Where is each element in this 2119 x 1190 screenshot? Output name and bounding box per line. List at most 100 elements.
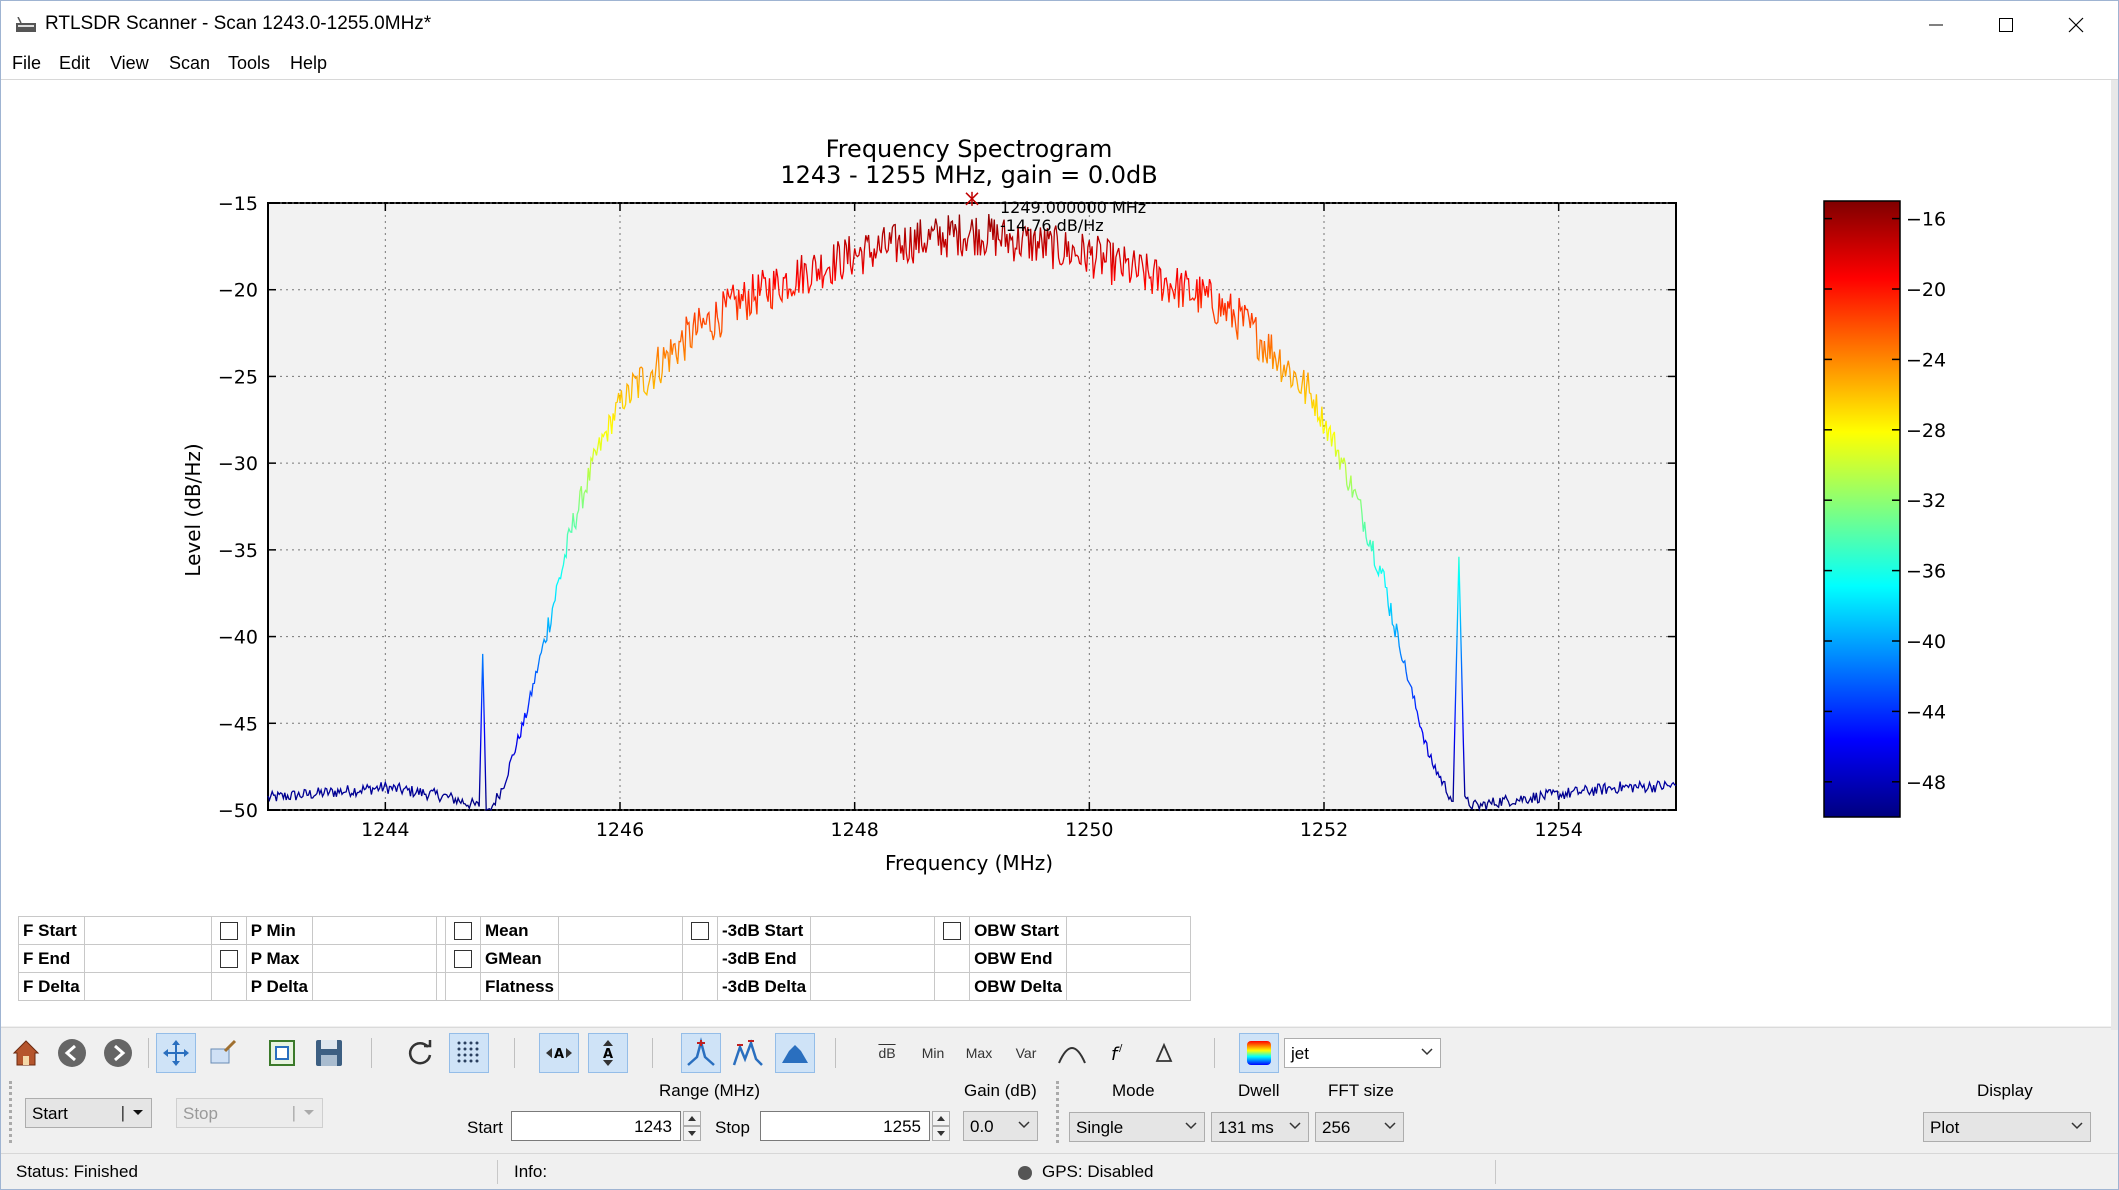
colorbar-tick-label: −28 (1906, 420, 1946, 442)
measurement-label: P Min (245, 916, 314, 945)
delta-button[interactable] (1144, 1033, 1184, 1073)
colorbar-tick-label: −16 (1906, 209, 1946, 231)
info-text: Info: (514, 1162, 548, 1181)
measurement-value (558, 916, 683, 945)
fill-button[interactable] (775, 1033, 815, 1073)
toolbar-separator (148, 1038, 149, 1068)
colorbar-ticks: −16 −20 −24 −28 −32 −36 −40 −44 −48 (1824, 209, 1946, 794)
y-axis-label: Level (dB/Hz) (181, 443, 205, 576)
measurement-label: OBW Delta (969, 972, 1067, 1001)
derivative-icon: f / (1111, 1043, 1123, 1065)
dwell-select[interactable]: 131 ms (1211, 1112, 1309, 1142)
display-select[interactable]: Plot (1923, 1112, 2091, 1142)
smooth-button[interactable] (1052, 1033, 1092, 1073)
menu-scan[interactable]: Scan (169, 53, 211, 73)
range-start-input[interactable]: 1243 (511, 1111, 681, 1141)
max-button[interactable]: Max (959, 1033, 999, 1073)
measurement-value (312, 972, 438, 1001)
minimize-icon (1929, 24, 1943, 26)
save-button[interactable] (309, 1033, 349, 1073)
forward-button[interactable] (98, 1033, 138, 1073)
colorbar-tick-label: −44 (1906, 701, 1946, 723)
var-button[interactable]: Var (1006, 1033, 1046, 1073)
measurement-value (1065, 916, 1191, 945)
status-bar: Status: Finished Info: GPS: Disabled (1, 1153, 2118, 1189)
panel-grip[interactable] (1056, 1081, 1063, 1143)
measurement-checkbox[interactable] (943, 922, 962, 941)
autoscale-y-button[interactable]: A (588, 1033, 628, 1073)
range-stop-spinner[interactable] (932, 1111, 950, 1141)
refresh-button[interactable] (400, 1033, 440, 1073)
fft-size-select[interactable]: 256 (1315, 1112, 1404, 1142)
start-button[interactable]: Start | (25, 1098, 152, 1128)
axis-ticks: 1244 1246 1248 1250 1252 1254 −15 −20 −25 −30 −35 −… (218, 193, 1676, 841)
measurement-checkbox[interactable] (219, 950, 238, 969)
min-button[interactable]: Min (913, 1033, 953, 1073)
pan-button[interactable] (156, 1033, 196, 1073)
menu-edit[interactable]: Edit (59, 53, 91, 73)
panel-grip[interactable] (9, 1081, 16, 1143)
mode-value: Single (1076, 1118, 1124, 1137)
stop-button[interactable]: Stop | (176, 1098, 323, 1128)
db-button[interactable]: dB (867, 1033, 907, 1073)
colormap-select[interactable]: jet (1284, 1038, 1441, 1068)
x-tick-label: 1252 (1300, 819, 1348, 841)
mode-select[interactable]: Single (1069, 1112, 1205, 1142)
chart-title: Frequency Spectrogram (826, 135, 1113, 163)
measurement-checkbox[interactable] (454, 950, 473, 969)
vertical-scrollbar[interactable] (2111, 80, 2118, 1030)
range-start-spinner[interactable] (683, 1111, 701, 1141)
status-text: Status: Finished (16, 1162, 138, 1181)
menu-tools[interactable]: Tools (228, 53, 271, 73)
measurement-checkbox[interactable] (219, 922, 238, 941)
maximize-button[interactable] (1971, 1, 2041, 49)
measurement-value (436, 972, 447, 1001)
close-button[interactable] (2041, 1, 2111, 49)
grid-toggle-button[interactable] (449, 1033, 489, 1073)
home-icon (12, 1040, 40, 1066)
multi-peak-icon (732, 1039, 763, 1066)
chart-subtitle: 1243 - 1255 MHz, gain = 0.0dB (780, 161, 1157, 189)
measurement-value (83, 944, 212, 973)
measurement-checkbox[interactable] (454, 922, 473, 941)
grid-icon (457, 1041, 479, 1063)
peaks-button[interactable] (728, 1033, 768, 1073)
minimize-button[interactable] (1901, 1, 1971, 49)
peak-marker-button[interactable] (681, 1033, 721, 1073)
mode-label: Mode (1112, 1081, 1155, 1100)
measurement-checkbox[interactable] (691, 922, 709, 941)
colormap-value: jet (1291, 1044, 1309, 1063)
y-tick-label: −25 (218, 366, 258, 388)
chevron-down-icon (133, 1110, 143, 1115)
home-button[interactable] (6, 1033, 46, 1073)
diff-button[interactable]: f / (1098, 1033, 1138, 1073)
save-icon (316, 1040, 342, 1066)
measurement-checkbox-cell (934, 972, 971, 1001)
measurement-value (312, 916, 438, 945)
measurement-label: -3dB End (716, 944, 812, 973)
colorbar (1823, 200, 1901, 818)
y-tick-label: −20 (218, 280, 258, 302)
measurement-value (83, 972, 212, 1001)
subplots-button[interactable] (262, 1033, 302, 1073)
peak-freq-label: 1249.000000 MHz (1000, 198, 1146, 217)
zoom-button[interactable] (203, 1033, 243, 1073)
measurement-value (83, 916, 212, 945)
measurement-checkbox-cell (210, 972, 247, 1001)
measurement-value (312, 944, 438, 973)
autoscale-x-button[interactable]: A (539, 1033, 579, 1073)
expand-horizontal-icon: A (546, 1047, 572, 1062)
menu-file[interactable]: File (12, 53, 42, 73)
back-button[interactable] (52, 1033, 92, 1073)
x-tick-label: 1250 (1065, 819, 1113, 841)
measurement-checkbox-cell (445, 972, 482, 1001)
colormap-toggle-button[interactable] (1239, 1033, 1279, 1073)
gain-select[interactable]: 0.0 (963, 1111, 1038, 1141)
menu-view[interactable]: View (110, 53, 149, 73)
measurement-label: GMean (480, 944, 559, 973)
var-label: Var (1015, 1045, 1037, 1061)
y-tick-label: −15 (218, 193, 258, 215)
menu-help[interactable]: Help (290, 53, 328, 73)
range-stop-input[interactable]: 1255 (760, 1111, 930, 1141)
delta-icon (1155, 1042, 1173, 1062)
